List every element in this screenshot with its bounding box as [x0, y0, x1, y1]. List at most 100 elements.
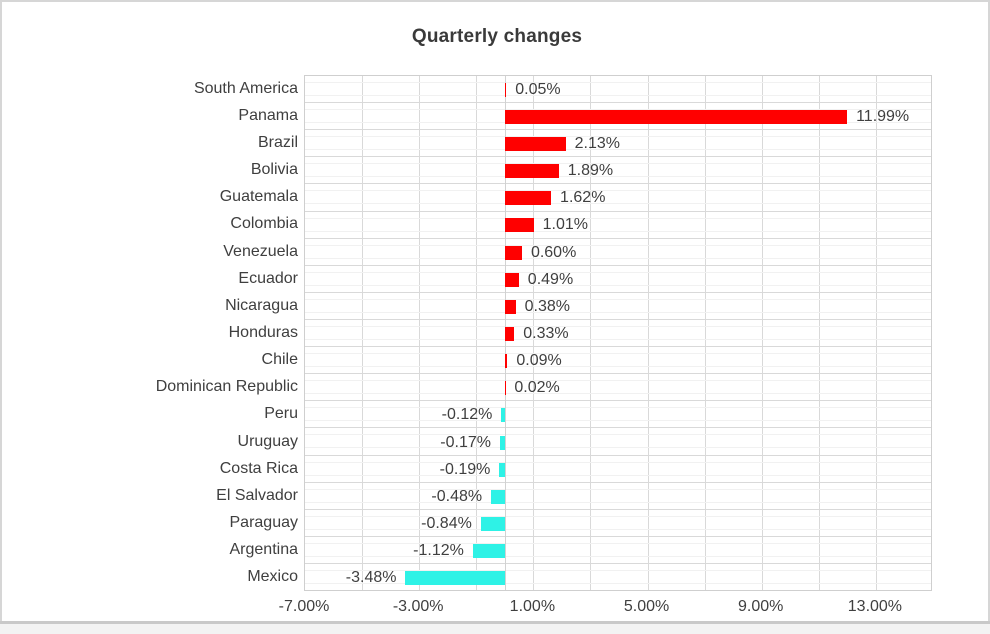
category-row [305, 537, 931, 564]
row-track-line [305, 163, 931, 178]
data-label: -0.17% [440, 433, 491, 451]
data-label: -0.48% [431, 487, 483, 505]
bar-negative-peru[interactable] [501, 408, 505, 423]
category-row [305, 266, 931, 293]
vertical-gridline [875, 76, 877, 590]
bar-negative-el-salvador[interactable] [491, 489, 505, 504]
x-axis-tick-label: 13.00% [847, 598, 903, 615]
row-track-line [305, 461, 931, 476]
category-label-el-salvador: El Salvador [216, 486, 298, 504]
row-track-line [305, 217, 931, 232]
category-row [305, 76, 931, 104]
category-label-colombia: Colombia [230, 215, 298, 233]
bar-positive-south-america[interactable] [504, 82, 507, 97]
category-label-panama: Panama [238, 106, 298, 124]
data-label: 0.49% [527, 270, 574, 288]
row-track-line [305, 488, 931, 503]
category-row [305, 483, 931, 510]
category-row [305, 184, 931, 212]
data-label: -0.12% [441, 406, 493, 424]
category-label-chile: Chile [261, 351, 298, 369]
vertical-gridline [476, 76, 478, 590]
bar-negative-mexico[interactable] [405, 571, 505, 586]
bar-positive-brazil[interactable] [504, 136, 566, 151]
chart-plot-area[interactable]: 0.05% 11.99% 2.13% 1.89% 1.62% 1.01% 0.60% 0.49… [304, 75, 932, 591]
data-label: -1.12% [413, 542, 464, 560]
bar-negative-paraguay[interactable] [480, 517, 505, 532]
vertical-gridline [590, 76, 592, 590]
row-track-line [305, 570, 931, 585]
category-label-dominican-republic: Dominican Republic [155, 378, 298, 396]
category-label-brazil: Brazil [257, 133, 298, 151]
row-track-line [305, 515, 931, 530]
row-track-line [305, 136, 931, 151]
bar-positive-nicaragua[interactable] [504, 299, 516, 314]
vertical-gridline [533, 76, 535, 590]
data-label: 1.62% [560, 189, 606, 207]
row-track-line [305, 407, 931, 422]
data-label: 0.60% [530, 243, 577, 261]
bar-positive-ecuador[interactable] [504, 272, 519, 287]
data-label: 0.33% [523, 325, 569, 342]
category-label-honduras: Honduras [228, 323, 298, 341]
category-label-bolivia: Bolivia [250, 161, 298, 179]
bar-positive-bolivia[interactable] [504, 164, 559, 179]
row-track-line [305, 190, 931, 205]
row-track-line [305, 271, 931, 286]
category-row [305, 456, 931, 483]
data-label: 2.13% [574, 134, 620, 152]
vertical-gridline [647, 76, 649, 590]
bar-negative-argentina[interactable] [472, 544, 505, 559]
category-row [305, 130, 931, 158]
row-track-line [305, 298, 931, 313]
bar-positive-chile[interactable] [504, 354, 508, 369]
bar-positive-honduras[interactable] [504, 327, 515, 341]
category-label-peru: Peru [264, 405, 298, 423]
row-track-line [305, 542, 931, 557]
category-row [305, 564, 931, 590]
data-label: 11.99% [856, 107, 910, 125]
bar-negative-uruguay[interactable] [499, 435, 505, 450]
x-axis-tick-label: -7.00% [278, 598, 330, 615]
category-label-ecuador: Ecuador [238, 269, 298, 287]
data-label: 1.89% [567, 162, 614, 180]
row-track-line [305, 353, 931, 368]
row-track-line [305, 380, 931, 395]
category-label-venezuela: Venezuela [223, 242, 298, 260]
bar-positive-colombia[interactable] [504, 218, 534, 233]
row-track-line [305, 434, 931, 449]
data-label: 0.09% [516, 352, 562, 370]
category-label-nicaragua: Nicaragua [225, 296, 298, 314]
bar-positive-panama[interactable] [504, 109, 848, 124]
category-rows [305, 76, 931, 590]
bar-positive-venezuela[interactable] [504, 245, 522, 260]
x-axis-tick-label: 5.00% [623, 598, 670, 615]
category-row [305, 320, 931, 348]
category-label-uruguay: Uruguay [237, 432, 298, 450]
data-label: 0.05% [515, 80, 561, 98]
data-label: -0.84% [421, 515, 472, 533]
window-bottom-strip [0, 624, 990, 634]
category-row [305, 239, 931, 266]
category-row [305, 293, 931, 320]
category-label-paraguay: Paraguay [229, 514, 299, 532]
category-label-guatemala: Guatemala [219, 188, 298, 206]
x-axis-tick-label: -3.00% [392, 598, 444, 615]
vertical-gridline [362, 76, 364, 590]
bar-positive-dominican-republic[interactable] [504, 381, 506, 396]
category-row [305, 401, 931, 429]
category-label-argentina: Argentina [229, 541, 299, 559]
window-bottom-edge [0, 621, 990, 624]
bar-negative-costa-rica[interactable] [499, 462, 505, 477]
category-row [305, 347, 931, 375]
x-axis-tick-label: 1.00% [509, 598, 556, 615]
category-row [305, 510, 931, 537]
x-axis-tick-label: 9.00% [738, 598, 784, 615]
bar-positive-guatemala[interactable] [504, 191, 552, 206]
data-label: 1.01% [542, 216, 589, 234]
data-label: -0.19% [439, 460, 491, 478]
vertical-gridline [419, 76, 421, 590]
vertical-gridline [761, 76, 763, 590]
vertical-gridline [704, 76, 706, 590]
